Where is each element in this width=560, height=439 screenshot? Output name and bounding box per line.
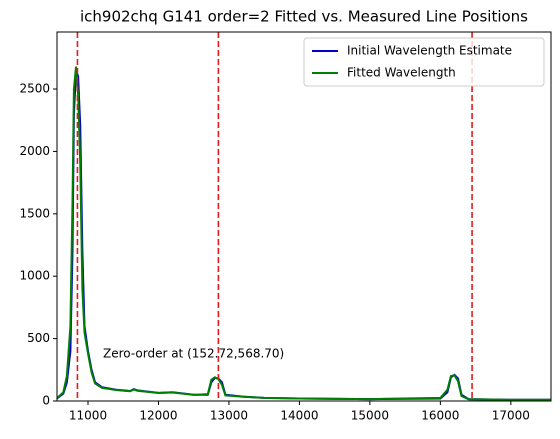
y-tick-label: 2000 xyxy=(19,144,50,158)
y-tick-label: 1000 xyxy=(19,269,50,283)
y-tick-label: 500 xyxy=(27,331,50,345)
x-tick-label: 15000 xyxy=(351,409,389,423)
legend-label: Initial Wavelength Estimate xyxy=(347,44,512,58)
legend-label: Fitted Wavelength xyxy=(347,66,456,80)
x-tick-label: 13000 xyxy=(210,409,248,423)
series-line xyxy=(57,66,551,401)
y-tick-label: 0 xyxy=(42,394,50,408)
y-tick-label: 1500 xyxy=(19,206,50,220)
x-tick-label: 14000 xyxy=(280,409,318,423)
legend-box xyxy=(303,37,545,87)
x-tick-label: 17000 xyxy=(492,409,530,423)
x-tick-label: 12000 xyxy=(139,409,177,423)
x-tick-label: 11000 xyxy=(69,409,107,423)
plot-frame xyxy=(56,31,552,402)
x-tick-label: 16000 xyxy=(421,409,459,423)
annotation: Zero-order at (152.72,568.70) xyxy=(103,347,284,361)
y-tick-label: 2500 xyxy=(19,82,50,96)
chart-title: ich902chq G141 order=2 Fitted vs. Measur… xyxy=(80,8,528,26)
